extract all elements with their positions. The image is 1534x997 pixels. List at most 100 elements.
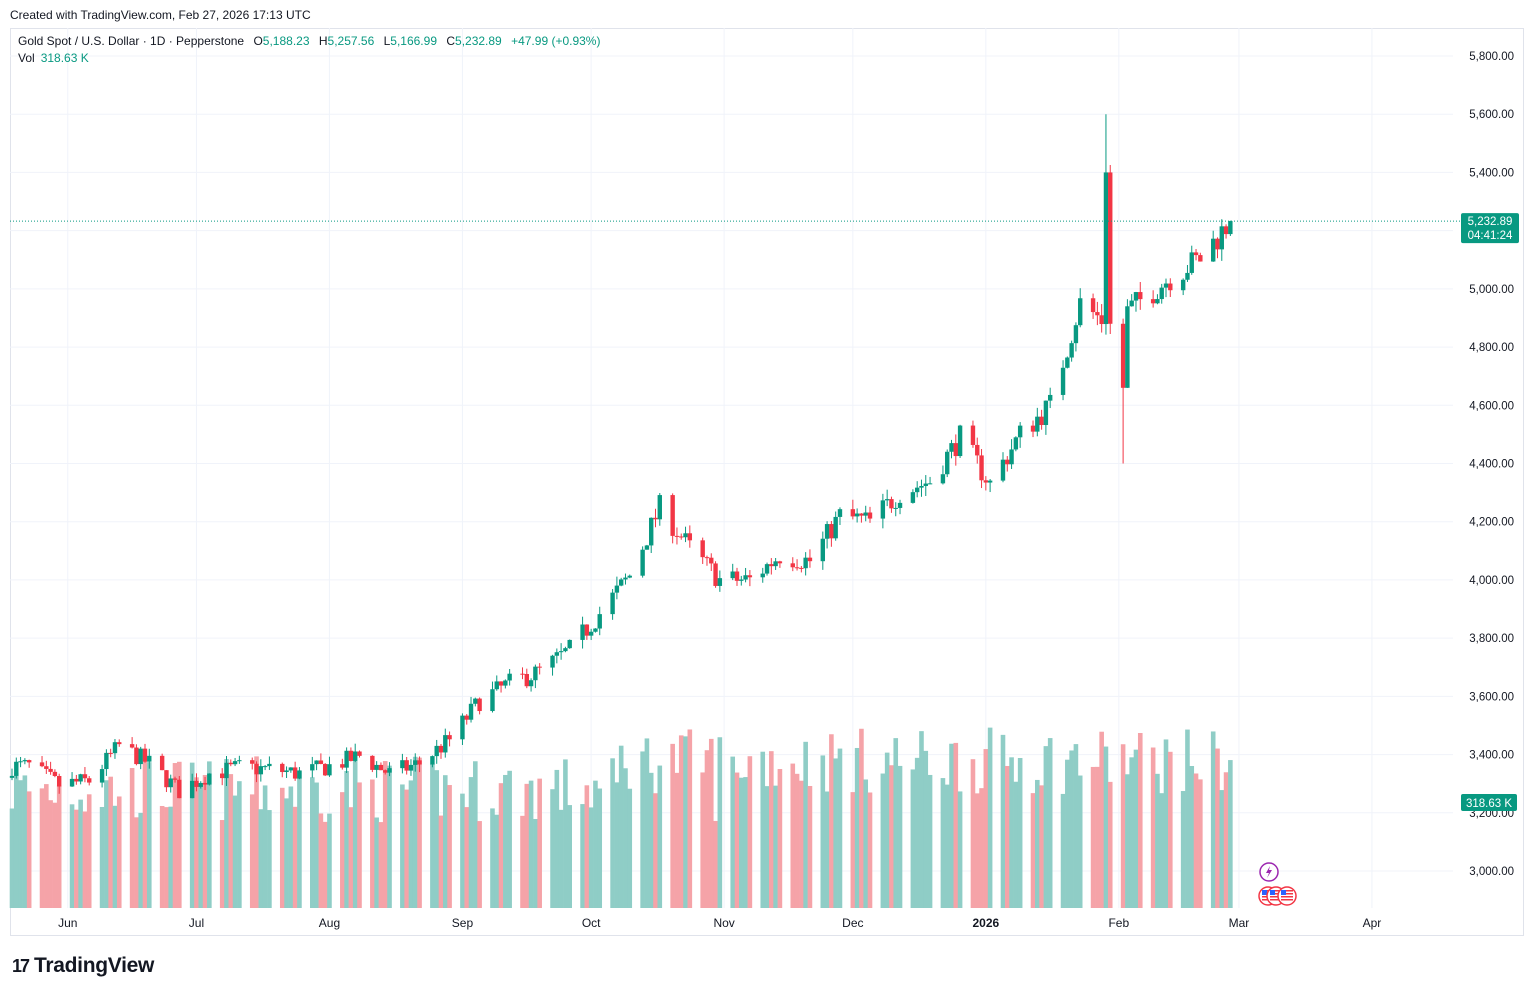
volume-bar	[194, 777, 199, 908]
volume-bar	[1120, 744, 1126, 908]
volume-bar	[974, 793, 980, 908]
volume-bar	[983, 749, 989, 908]
candle-body	[404, 760, 409, 771]
tradingview-logo[interactable]: 17 TradingView	[12, 954, 154, 978]
candle-body	[460, 715, 465, 740]
volume-bar	[177, 761, 182, 908]
volume-legend[interactable]: Vol 318.63 K	[18, 51, 89, 65]
candle-body	[74, 778, 79, 782]
volume-bar	[1047, 738, 1053, 908]
flag-canton	[1281, 890, 1286, 895]
volume-bar	[1159, 793, 1165, 908]
candle-body	[310, 764, 315, 771]
candle-body	[468, 703, 474, 720]
candle-body	[863, 512, 868, 516]
candle-body	[567, 639, 572, 649]
candle-body	[884, 499, 890, 501]
candle-body	[1193, 252, 1199, 256]
volume-bar	[322, 821, 328, 908]
volume-bar	[1150, 747, 1156, 908]
volume-bar	[494, 814, 500, 908]
candle-body	[1103, 172, 1109, 325]
candle-body	[1043, 400, 1049, 426]
volume-bar	[318, 813, 324, 908]
candle-body	[87, 778, 92, 783]
candle-body	[159, 755, 165, 771]
volume-bar	[374, 817, 379, 908]
candle-body	[1219, 226, 1224, 250]
volume-bar	[99, 806, 105, 908]
candle-body	[764, 564, 770, 574]
candle-body	[142, 748, 148, 762]
candle-body	[927, 483, 933, 485]
volume-bar	[1069, 750, 1074, 908]
volume-bar	[48, 800, 53, 908]
volume-bar	[704, 750, 710, 908]
volume-bar	[927, 774, 933, 908]
volume-bar	[1198, 779, 1203, 908]
volume-bar	[1090, 766, 1096, 908]
volume-bar	[352, 760, 358, 908]
volume-bar	[1133, 749, 1139, 908]
volume-bar	[473, 761, 478, 908]
price-tick-label: 5,000.00	[1469, 284, 1514, 296]
volume-bar	[134, 817, 139, 908]
volume-bar	[1193, 773, 1199, 908]
candle-body	[588, 631, 594, 636]
volume-bar	[859, 728, 864, 908]
symbol-name[interactable]: Gold Spot / U.S. Dollar · 1D · Peppersto…	[18, 34, 245, 48]
volume-bar	[198, 784, 204, 908]
candle-body	[687, 533, 693, 541]
candle-body	[627, 575, 632, 578]
volume-bar	[867, 792, 873, 908]
volume-bar	[833, 758, 838, 908]
candle-body	[228, 762, 233, 765]
candle-body	[400, 760, 405, 769]
candle-body	[56, 776, 62, 787]
volume-bars	[9, 727, 1233, 908]
volume-bar	[1035, 779, 1040, 908]
volume-bar	[1155, 773, 1160, 908]
volume-bar	[357, 782, 362, 908]
candle-body	[370, 755, 375, 770]
candle-body	[653, 517, 658, 520]
candle-body	[833, 516, 838, 539]
volume-bar	[717, 737, 723, 908]
candle-body	[327, 764, 332, 776]
candle-body	[528, 680, 534, 687]
volume-bar	[893, 738, 899, 908]
candle-body	[430, 756, 435, 765]
candle-body	[1017, 425, 1023, 438]
symbol-legend[interactable]: Gold Spot / U.S. Dollar · 1D · Peppersto…	[18, 34, 600, 48]
volume-bar	[807, 785, 813, 908]
candle-body	[533, 666, 538, 681]
volume-bar	[773, 785, 778, 908]
candle-body	[640, 549, 645, 576]
candle-body	[610, 592, 615, 615]
candle-body	[503, 680, 508, 686]
price-tick-label: 4,600.00	[1469, 400, 1514, 412]
candle-body	[507, 673, 512, 681]
candle-body	[1090, 298, 1096, 313]
price-tick-label: 4,800.00	[1469, 342, 1514, 354]
volume-bar	[1125, 774, 1130, 908]
candle-body	[447, 735, 452, 740]
volume-bar	[884, 752, 890, 908]
volume-bar	[404, 789, 409, 908]
volume-bar	[292, 806, 298, 908]
volume-bar	[648, 772, 654, 908]
chart-frame	[10, 28, 1524, 936]
tradingview-logo-icon: 17	[12, 955, 30, 976]
volume-bar	[1223, 772, 1229, 908]
volume-bar	[524, 783, 530, 908]
candle-body	[1108, 172, 1113, 324]
candle-body	[674, 535, 680, 537]
volume-bar	[769, 751, 774, 908]
candle-body	[138, 748, 143, 765]
time-tick-label: Oct	[582, 916, 601, 930]
volume-bar	[979, 788, 984, 908]
volume-bar	[254, 756, 259, 908]
candle-body	[280, 763, 285, 773]
volume-bar	[790, 763, 796, 908]
